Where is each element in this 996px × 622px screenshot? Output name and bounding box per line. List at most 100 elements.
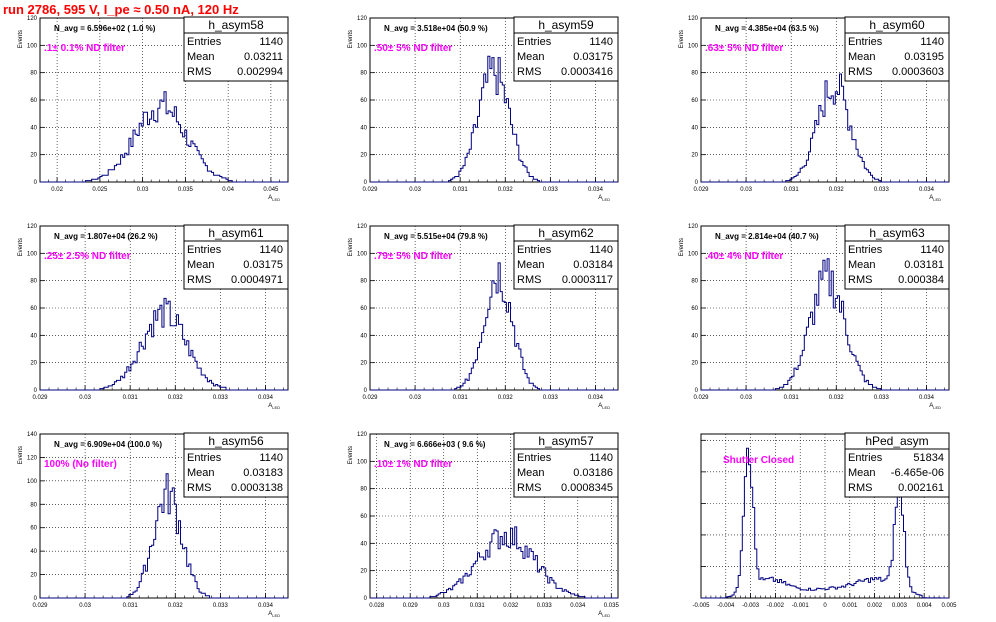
n-avg-label: N_avg = 5.515e+04 (79.8 %) <box>384 232 488 241</box>
stats-title: hPed_asym <box>865 434 928 448</box>
x-tick-label: 0.045 <box>263 187 279 193</box>
y-tick-label: 120 <box>27 16 38 22</box>
plot-frame <box>39 433 289 599</box>
x-tick-label: 0.034 <box>570 603 586 609</box>
y-tick-label: 120 <box>688 224 699 230</box>
y-tick-label: 40 <box>691 125 698 131</box>
y-tick-label: 60 <box>30 306 37 312</box>
x-tick-label: -0.005 <box>692 603 710 609</box>
filter-annotation: .10± 1% ND filter <box>374 459 452 470</box>
y-tick-label: 120 <box>688 16 699 22</box>
x-tick-label: 0.03 <box>409 395 421 401</box>
histogram-line <box>701 73 949 183</box>
stats-box <box>844 16 950 82</box>
stats-label: Mean <box>517 259 545 271</box>
stats-box <box>183 432 289 498</box>
stats-value: 1140 <box>920 244 944 256</box>
stats-title: h_asym58 <box>208 18 264 32</box>
y-tick-label: 0 <box>34 596 38 602</box>
y-tick-label: 40 <box>691 333 698 339</box>
x-tick-label: 0.032 <box>168 603 184 609</box>
histogram-line <box>40 473 288 599</box>
x-tick-label: 0.032 <box>503 603 519 609</box>
x-tick-label: 0.03 <box>438 603 450 609</box>
stats-label: Entries <box>848 452 883 464</box>
histogram-line <box>40 297 288 391</box>
y-tick-label: 60 <box>691 306 698 312</box>
x-tick-label: 0.03 <box>409 187 421 193</box>
x-tick-label: 0.029 <box>32 603 48 609</box>
stats-value: 51834 <box>913 452 944 464</box>
x-axis-title: ALED <box>929 403 941 410</box>
x-tick-label: 0.03 <box>79 603 91 609</box>
x-tick-label: 0.003 <box>892 603 908 609</box>
y-axis-title: Events <box>679 238 685 256</box>
stats-label: Mean <box>517 467 545 479</box>
filter-annotation: 100% (No filter) <box>44 459 117 470</box>
x-tick-label: 0.004 <box>917 603 933 609</box>
x-tick-label: 0.033 <box>874 187 890 193</box>
x-axis-title: ALED <box>598 195 610 202</box>
stats-label: Entries <box>848 36 883 48</box>
y-tick-label: 100 <box>688 43 699 49</box>
y-tick-label: 20 <box>691 153 698 159</box>
stats-label: RMS <box>848 274 872 286</box>
stats-title: h_asym63 <box>869 226 925 240</box>
stats-label: Mean <box>848 51 876 63</box>
y-tick-label: 100 <box>27 479 38 485</box>
y-axis-title: Events <box>18 30 24 48</box>
n-avg-label: N_avg = 3.518e+04 (50.9 %) <box>384 24 488 33</box>
filter-annotation: .79± 5% ND filter <box>374 251 452 262</box>
x-axis-title: ALED <box>268 403 280 410</box>
stats-title: h_asym62 <box>538 226 594 240</box>
y-tick-label: 20 <box>30 153 37 159</box>
x-tick-label: 0 <box>823 603 827 609</box>
x-tick-label: 0.033 <box>213 395 229 401</box>
x-tick-label: 0.04 <box>222 187 234 193</box>
y-tick-label: 80 <box>360 71 367 77</box>
y-tick-label: 0 <box>364 180 368 186</box>
x-tick-label: 0.03 <box>137 187 149 193</box>
x-tick-label: -0.004 <box>717 603 735 609</box>
x-tick-label: 0.034 <box>588 187 604 193</box>
stats-label: Mean <box>187 51 215 63</box>
filter-annotation: .63± 5% ND filter <box>705 43 783 54</box>
stats-title: h_asym57 <box>538 434 594 448</box>
histogram-line <box>701 258 949 391</box>
x-tick-label: 0.029 <box>362 395 378 401</box>
stats-label: RMS <box>517 274 541 286</box>
x-tick-label: 0.002 <box>867 603 883 609</box>
stats-label: Entries <box>187 244 222 256</box>
y-tick-label: 0 <box>34 388 38 394</box>
y-tick-label: 100 <box>27 251 38 257</box>
x-tick-label: 0.029 <box>403 603 419 609</box>
x-tick-label: 0.033 <box>213 603 229 609</box>
stats-value: 0.03211 <box>244 51 283 63</box>
y-tick-label: 60 <box>360 514 367 520</box>
x-tick-label: 0.033 <box>874 395 890 401</box>
y-axis-title: Events <box>18 238 24 256</box>
stats-value: -6.465e-06 <box>891 467 944 479</box>
filter-annotation: .25± 2.5% ND filter <box>44 251 131 262</box>
x-tick-label: 0.031 <box>784 187 800 193</box>
y-tick-label: 0 <box>364 388 368 394</box>
x-tick-label: 0.032 <box>829 187 845 193</box>
stats-title: h_asym61 <box>208 226 264 240</box>
x-tick-label: 0.031 <box>123 395 139 401</box>
y-tick-label: 20 <box>360 153 367 159</box>
n-avg-label: N_avg = 4.385e+04 (63.5 %) <box>715 24 819 33</box>
y-tick-label: 80 <box>691 279 698 285</box>
y-tick-label: 120 <box>27 455 38 461</box>
x-tick-label: 0.032 <box>829 395 845 401</box>
stats-box <box>844 432 950 498</box>
x-axis-title: ALED <box>268 611 280 618</box>
x-tick-label: 0.029 <box>693 395 709 401</box>
n-avg-label: N_avg = 2.814e+04 (40.7 %) <box>715 232 819 241</box>
x-tick-label: 0.033 <box>537 603 553 609</box>
y-tick-label: 20 <box>691 361 698 367</box>
stats-value: 0.03184 <box>573 259 613 271</box>
n-avg-label: N_avg = 1.807e+04 (26.2 %) <box>54 232 158 241</box>
stats-value: 0.03181 <box>904 259 944 271</box>
x-tick-label: 0.035 <box>604 603 620 609</box>
